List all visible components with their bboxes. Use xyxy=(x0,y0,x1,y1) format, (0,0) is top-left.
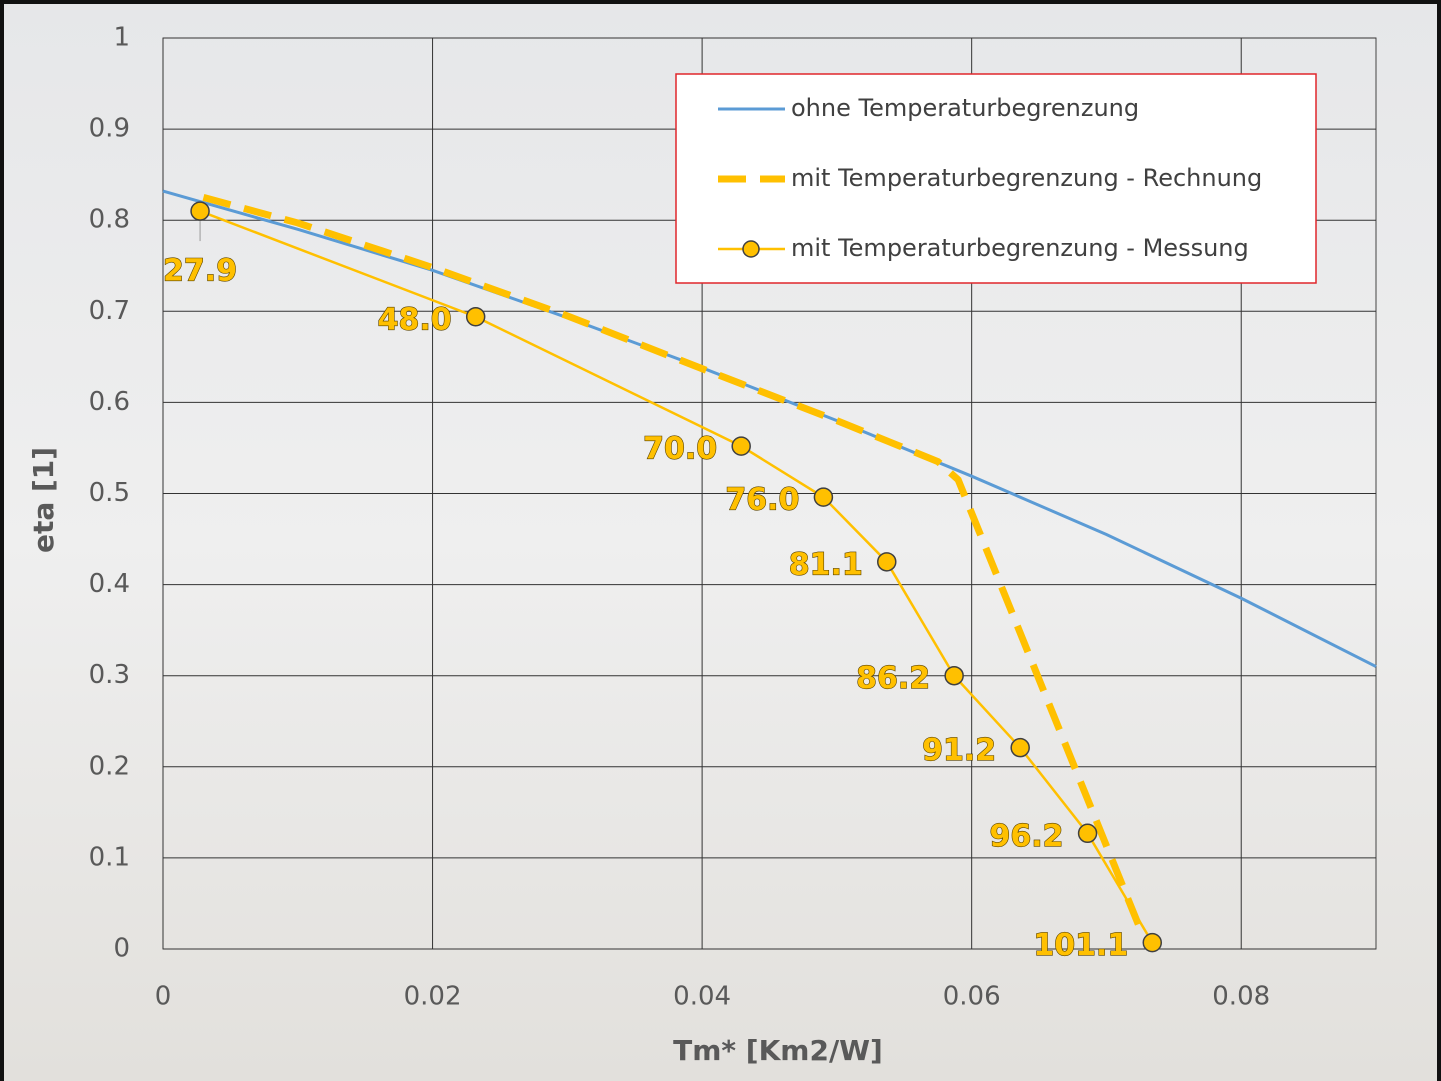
y-tick-label: 0.3 xyxy=(89,660,130,690)
data-point xyxy=(878,553,896,571)
y-tick-label: 0.7 xyxy=(89,296,130,326)
data-point xyxy=(191,202,209,220)
data-point xyxy=(814,488,832,506)
data-point xyxy=(1011,739,1029,757)
point-label: 76.0 xyxy=(725,483,799,518)
y-tick-label: 0.9 xyxy=(89,114,130,144)
point-label: 27.9 xyxy=(163,254,237,289)
data-point xyxy=(467,308,485,326)
legend-marker xyxy=(743,241,759,257)
legend-label: mit Temperaturbegrenzung - Messung xyxy=(791,234,1249,262)
x-tick-label: 0.06 xyxy=(943,982,1001,1012)
y-tick-label: 0 xyxy=(113,934,130,964)
x-tick-label: 0 xyxy=(155,982,172,1012)
data-point xyxy=(945,667,963,685)
point-label: 96.2 xyxy=(990,819,1064,854)
data-point xyxy=(1079,824,1097,842)
x-axis-title: Tm* [Km2/W] xyxy=(673,1034,883,1067)
data-point xyxy=(732,437,750,455)
y-tick-label: 0.5 xyxy=(89,478,130,508)
x-tick-label: 0.08 xyxy=(1212,982,1270,1012)
point-label: 48.0 xyxy=(378,302,452,337)
y-axis-title: eta [1] xyxy=(27,447,60,553)
y-tick-label: 0.8 xyxy=(89,205,130,235)
point-label: 70.0 xyxy=(643,432,717,467)
y-tick-label: 1 xyxy=(113,23,130,53)
y-tick-label: 0.2 xyxy=(89,751,130,781)
x-tick-label: 0.04 xyxy=(673,982,731,1012)
y-tick-label: 0.6 xyxy=(89,387,130,417)
y-tick-label: 0.1 xyxy=(89,842,130,872)
legend-label: ohne Temperaturbegrenzung xyxy=(791,94,1139,122)
x-tick-label: 0.02 xyxy=(404,982,462,1012)
chart: 27.9 48.0 70.076.0 81.1 86.2 91.2 96.2 101.1 Tm… xyxy=(0,0,1441,1081)
point-label: 91.2 xyxy=(922,733,996,768)
point-label: 86.2 xyxy=(856,661,930,696)
point-label: 101.1 xyxy=(1033,928,1128,963)
point-label: 81.1 xyxy=(789,547,863,582)
legend-label: mit Temperaturbegrenzung - Rechnung xyxy=(791,164,1262,192)
data-point xyxy=(1143,934,1161,952)
y-tick-label: 0.4 xyxy=(89,569,130,599)
